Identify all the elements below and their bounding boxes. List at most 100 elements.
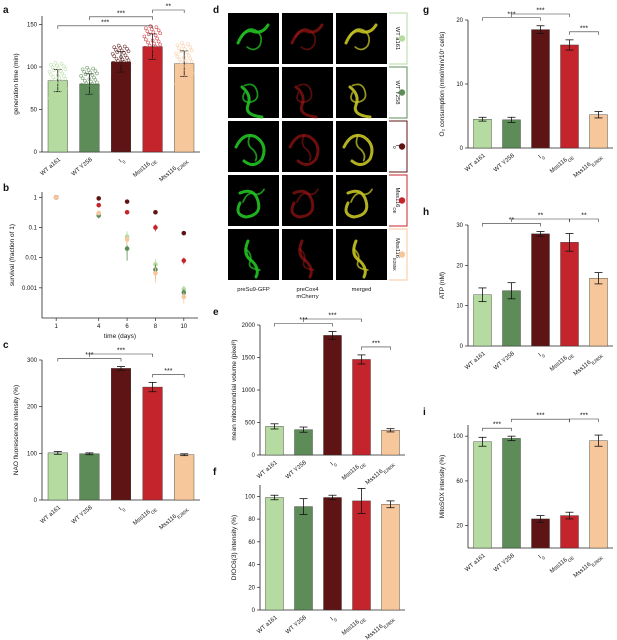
chart-a-xtick-label-0: WT a161 bbox=[40, 157, 63, 178]
chart-h-sig-label-1: ** bbox=[538, 213, 544, 220]
microscopy-row-name-1: WT Y258 bbox=[394, 81, 400, 105]
microscopy-row-label-2: I0 bbox=[389, 120, 408, 173]
chart-h-bar-4 bbox=[589, 278, 608, 347]
chart-e-sig-label-1: *** bbox=[328, 313, 336, 320]
microscopy-signal-0-1 bbox=[290, 23, 324, 45]
chart-a-point-2-36 bbox=[126, 58, 131, 63]
microscopy-row-label-3: Mss116OE bbox=[389, 174, 408, 227]
panel-letter-f: f bbox=[213, 467, 217, 478]
chart-f-ytick-label-5: 100 bbox=[245, 494, 256, 500]
chart-a-xtick-label-4: Mss116E285K bbox=[159, 157, 190, 185]
chart-a-point-0-22 bbox=[54, 80, 59, 85]
chart-a-point-0-39 bbox=[60, 81, 65, 86]
chart-a-point-3-34 bbox=[154, 25, 159, 30]
chart-a-point-2-32 bbox=[119, 64, 123, 68]
chart-c-xtick-label-2: I0 bbox=[118, 505, 126, 514]
chart-c-ytick-label-1: 100 bbox=[27, 451, 38, 457]
chart-a-point-4-17 bbox=[180, 41, 184, 46]
chart-a-point-3-24 bbox=[153, 64, 157, 68]
chart-c-xtick-label-4: Mss116E285K bbox=[159, 505, 190, 533]
chart-a-point-0-13 bbox=[63, 67, 68, 71]
microscopy-image-0-1 bbox=[282, 13, 333, 64]
chart-a-xtick-label-3: Mss116OE bbox=[132, 157, 158, 180]
microscopy-row-sub-3: OE bbox=[393, 207, 398, 213]
microscopy-signal2-3-0 bbox=[242, 188, 265, 203]
chart-a-point-3-22 bbox=[149, 46, 153, 51]
chart-a-point-3-19 bbox=[152, 41, 156, 46]
microscopy-signal2-0-0 bbox=[240, 28, 263, 51]
chart-a-point-4-34 bbox=[186, 42, 190, 47]
microscopy-col-label-line-1-0: preCox4 bbox=[297, 287, 320, 293]
panel-letter-d: d bbox=[213, 5, 219, 16]
chart-a-point-2-30 bbox=[115, 50, 120, 54]
chart-f-xtick-label-4: Mss116E285K bbox=[365, 615, 396, 640]
microscopy-row-name-3: Mss116 bbox=[394, 187, 400, 207]
chart-e-sig-bracket-2 bbox=[361, 346, 391, 350]
chart-f-xtick-label-0: WT a161 bbox=[256, 615, 279, 636]
chart-e-xtick-sub-3: OE bbox=[359, 462, 367, 470]
chart-b-point-2-4 bbox=[181, 230, 187, 236]
chart-a-point-4-38 bbox=[176, 77, 180, 81]
chart-h-xtick-label-2: I0 bbox=[538, 351, 546, 360]
chart-c-xtick-label-1: WT Y258 bbox=[71, 505, 94, 526]
chart-i-xtick-label-3: Mss116OE bbox=[549, 553, 575, 576]
chart-a-sig-label-0: *** bbox=[101, 19, 109, 26]
chart-f-bar-2 bbox=[323, 497, 342, 611]
chart-a-sig-label-2: ** bbox=[166, 4, 172, 11]
microscopy-cell-2-1 bbox=[282, 121, 333, 172]
microscopy-row-label-0: WT a161 bbox=[389, 12, 408, 65]
chart-a-point-0-5 bbox=[48, 79, 53, 84]
chart-a-point-3-0 bbox=[142, 65, 147, 69]
chart-a-point-1-33 bbox=[80, 76, 85, 81]
microscopy-row-dot-3 bbox=[398, 197, 406, 204]
chart-a-point-0-6 bbox=[59, 69, 63, 73]
chart-a-xtick-text-2: I bbox=[118, 158, 123, 164]
chart-a-point-0-18 bbox=[64, 86, 68, 91]
chart-a-point-3-26 bbox=[156, 39, 161, 44]
chart-a-point-4-39 bbox=[186, 64, 191, 69]
chart-a-point-3-28 bbox=[143, 57, 147, 61]
chart-e-bar-2 bbox=[323, 335, 342, 456]
chart-a-point-0-37 bbox=[56, 66, 61, 71]
microscopy-row-bracket-1 bbox=[389, 66, 408, 119]
microscopy-cell-0-2 bbox=[336, 13, 387, 64]
chart-b-xtick-label-1: 4 bbox=[97, 324, 101, 330]
chart-a-point-2-35 bbox=[116, 68, 120, 72]
microscopy-row-dot-2 bbox=[398, 143, 406, 150]
microscopy-row-bracket-3 bbox=[389, 174, 408, 227]
chart-c-ytick-label-2: 200 bbox=[27, 405, 38, 411]
chart-e-bar-4 bbox=[381, 430, 400, 456]
chart-h-xtick-text-0: WT a161 bbox=[464, 351, 487, 372]
microscopy-row-dot-1 bbox=[398, 89, 406, 96]
chart-a-point-4-28 bbox=[174, 74, 179, 78]
chart-a-point-3-13 bbox=[158, 31, 162, 36]
chart-a-point-1-35 bbox=[84, 90, 89, 94]
chart-a-point-0-36 bbox=[63, 77, 68, 81]
chart-g-xtick-label-4: Mss116E285K bbox=[573, 153, 604, 181]
chart-c-sig-bracket-2 bbox=[152, 374, 185, 378]
chart-a-point-1-18 bbox=[95, 89, 100, 94]
chart-c-xtick-sub-3: OE bbox=[150, 507, 158, 515]
chart-a-point-2-37 bbox=[119, 48, 124, 53]
chart-a-point-2-38 bbox=[113, 72, 117, 76]
chart-g-xtick-text-0: WT a161 bbox=[464, 153, 487, 174]
chart-a-sig-bracket-2 bbox=[152, 9, 185, 13]
chart-a-xtick-label-1: WT Y258 bbox=[71, 157, 94, 178]
microscopy-cell-0-0 bbox=[228, 13, 279, 64]
chart-a-point-3-2 bbox=[146, 40, 150, 45]
chart-a-point-3-29 bbox=[153, 44, 158, 49]
microscopy-row-bracket-2 bbox=[389, 120, 408, 173]
microscopy-row-text-0: WT a161 bbox=[394, 27, 400, 50]
chart-a-point-0-15 bbox=[49, 82, 54, 86]
chart-h-ytick-label-0: 0 bbox=[460, 344, 464, 350]
chart-g-sig-label-2: *** bbox=[580, 25, 588, 32]
chart-a-sig-bracket-0 bbox=[57, 25, 153, 29]
microscopy-row-name-0: WT a161 bbox=[394, 27, 400, 50]
panel-letter-b: b bbox=[3, 183, 9, 194]
chart-c-xtick-text-1: WT Y258 bbox=[71, 505, 94, 526]
chart-a-point-0-3 bbox=[62, 64, 66, 69]
chart-a-point-0-31 bbox=[62, 93, 67, 98]
chart-b-ytick-label-2: 0.01 bbox=[25, 256, 37, 262]
chart-i-xtick-text-1: WT Y258 bbox=[493, 553, 516, 574]
chart-a-point-4-3 bbox=[188, 45, 193, 50]
